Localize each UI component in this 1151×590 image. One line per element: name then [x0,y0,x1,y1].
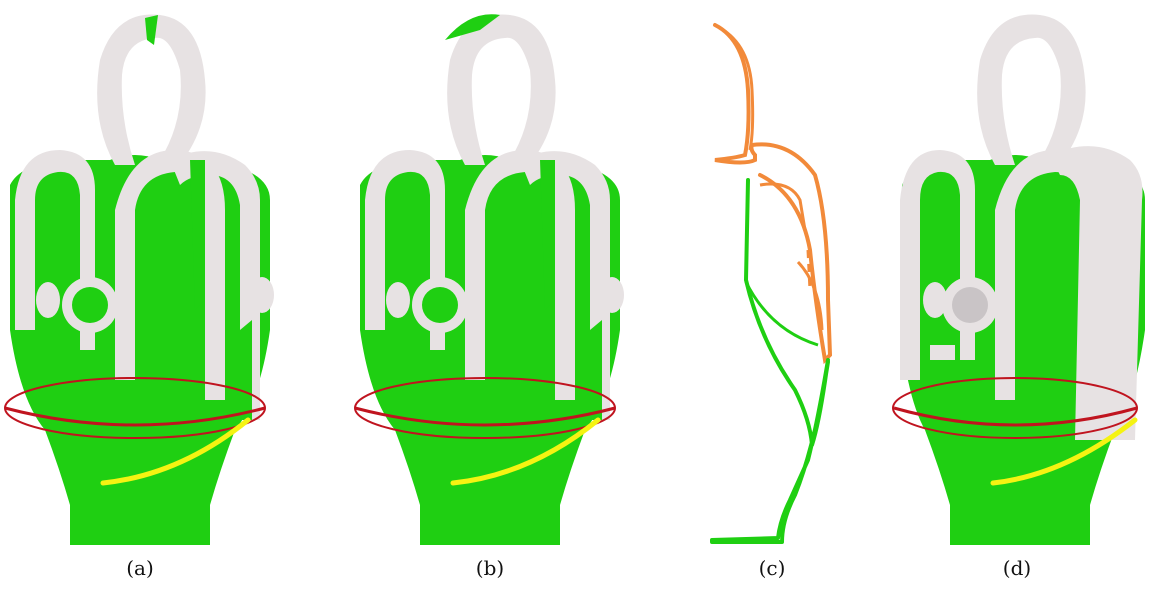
caption-b: (b) [475,556,505,580]
vase-render-b [354,14,624,545]
vase-body [10,155,270,545]
orange-profile [713,23,833,365]
vase-render-d [892,14,1145,545]
panel-c [700,0,850,550]
left-handle [15,150,95,350]
yellow-curve [100,417,251,486]
caption-d: (d) [1002,556,1032,580]
panel-d [880,0,1151,550]
panel-b [350,0,640,550]
top-handle [97,14,206,170]
vase-render-a [4,14,274,545]
vase-profile-c [710,23,833,544]
green-profile [710,178,830,544]
caption-a: (a) [126,556,154,580]
panel-a [0,0,290,550]
caption-c: (c) [758,556,786,580]
